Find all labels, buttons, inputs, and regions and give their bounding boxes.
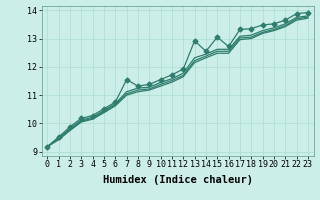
X-axis label: Humidex (Indice chaleur): Humidex (Indice chaleur) (103, 175, 252, 185)
